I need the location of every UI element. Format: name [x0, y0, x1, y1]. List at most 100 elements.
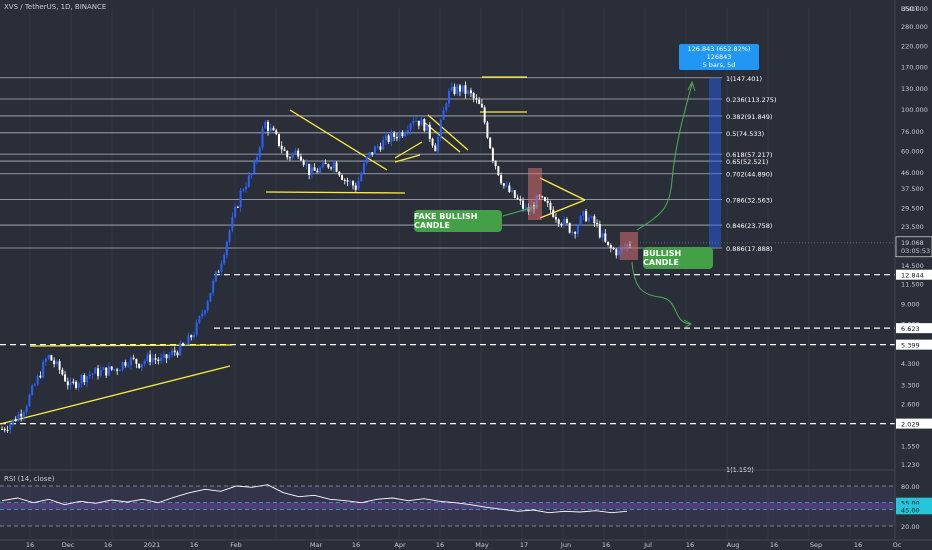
candle-body: [176, 352, 179, 356]
candle-body: [124, 362, 127, 366]
countdown-label: 03:05:53: [901, 247, 930, 255]
level-tag-label: 12.844: [901, 272, 924, 280]
candle-body: [47, 355, 50, 359]
price-tick-label: 170.000: [901, 63, 928, 71]
candle-body: [277, 133, 280, 146]
candle-body: [305, 163, 308, 165]
candle-body: [453, 86, 456, 95]
measure-line-2: 5 bars, 5d: [702, 61, 736, 69]
candle-body: [206, 301, 209, 311]
pattern-line: [427, 114, 469, 151]
candle-body: [412, 120, 415, 124]
level-tag-bg: [896, 339, 932, 350]
candle-body: [179, 343, 182, 356]
rsi-line: [1, 484, 628, 514]
candle-body: [113, 369, 116, 371]
candle-body: [593, 216, 596, 223]
candle-body: [94, 368, 97, 374]
price-tick-label: 60.000: [901, 147, 924, 155]
candle-body: [554, 216, 557, 220]
candle-body: [99, 369, 102, 377]
level-tag-bg: [896, 418, 932, 429]
candle-body: [192, 334, 195, 338]
candle-body: [31, 385, 34, 395]
rsi-band: [0, 486, 895, 526]
candle-body: [288, 157, 291, 159]
price-tick-label: 3.300: [901, 381, 920, 389]
candle-body: [409, 123, 412, 131]
candle-body: [354, 185, 357, 190]
candle-body: [258, 147, 261, 157]
candle-body: [310, 167, 313, 176]
candle-body: [83, 375, 86, 383]
candle-body: [448, 90, 451, 104]
candle-body: [319, 167, 322, 173]
candle-body: [212, 280, 215, 294]
candle-body: [267, 121, 270, 132]
candle-body: [524, 207, 527, 209]
pattern-line: [539, 177, 586, 201]
price-tick-label: 2.600: [901, 401, 920, 409]
candle-body: [502, 183, 505, 186]
candle-body: [335, 162, 338, 172]
candle-body: [72, 381, 75, 383]
candle-body: [121, 362, 124, 370]
price-tick-label: 9.000: [901, 300, 920, 308]
candle-body: [417, 120, 420, 126]
time-axis: 16 Dec 16 2021 16 Feb Mar 16 Apr 16 May 17 Jun 16 Jul 1…: [0, 539, 932, 549]
candle-body: [376, 146, 379, 148]
candle-body: [61, 369, 64, 375]
candle-body: [382, 140, 385, 150]
candle-body: [69, 381, 72, 386]
candle-body: [321, 162, 324, 168]
candle-body: [357, 180, 360, 190]
candle-body: [368, 152, 371, 157]
level-tag-bg: [896, 323, 932, 334]
candle-body: [431, 138, 434, 146]
candle-body: [398, 132, 401, 139]
candle-body: [245, 186, 248, 190]
pattern-line: [289, 109, 388, 171]
candle-body: [239, 190, 242, 208]
candle-body: [129, 357, 132, 366]
candle-body: [217, 271, 220, 273]
candle-body: [149, 354, 152, 363]
candle-body: [231, 216, 234, 231]
current-price-label: 19.068: [901, 239, 924, 247]
candle-body: [286, 150, 289, 158]
candle-body: [209, 293, 212, 302]
candle-body: [332, 162, 335, 169]
candle-body: [250, 173, 253, 176]
level-tag-label: 2.029: [901, 421, 920, 429]
candle-body: [28, 394, 31, 407]
candle-body: [371, 152, 374, 155]
measure-tool-box[interactable]: 126.843 (652.82%) 126843 5 bars, 5d: [679, 44, 759, 70]
level-tag-label: 6.623: [901, 325, 920, 333]
candle-body: [22, 412, 25, 417]
candle-body: [434, 145, 437, 152]
candle-body: [327, 164, 330, 168]
candle-body: [338, 171, 341, 176]
rsi-inner-band: [0, 502, 895, 510]
level-tag-label: 5.399: [901, 342, 920, 350]
price-tick-label: 23.500: [901, 223, 924, 231]
candle-body: [291, 153, 294, 158]
time-tick-label: 16: [602, 541, 610, 549]
candle-body: [467, 90, 470, 94]
rsi-level-tag: [896, 504, 932, 515]
time-tick-label: 16: [854, 541, 862, 549]
candle-body: [294, 150, 297, 154]
candle-body: [201, 313, 204, 317]
candle-body: [590, 216, 593, 218]
price-tick-label: 220.000: [901, 42, 928, 50]
candle-body: [127, 365, 130, 367]
candlestick-series: [1, 81, 638, 434]
time-tick-label: 16: [104, 541, 112, 549]
candle-body: [55, 361, 58, 365]
candle-body: [458, 85, 461, 92]
candle-body: [203, 310, 206, 314]
candle-body: [299, 156, 302, 161]
candle-body: [138, 363, 141, 368]
